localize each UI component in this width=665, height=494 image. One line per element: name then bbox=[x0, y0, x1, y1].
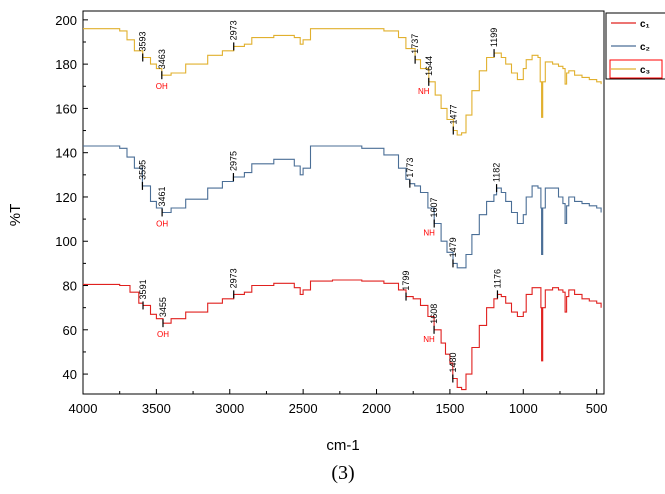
peak-label: 1644 bbox=[424, 56, 434, 76]
peak-label: 1608 bbox=[429, 304, 439, 324]
plot-frame bbox=[82, 10, 605, 395]
y-axis: 40 60 80 100 120 140 160 180 200 bbox=[55, 13, 88, 382]
series-line-1 bbox=[83, 279, 602, 391]
peak-label: 1480 bbox=[448, 352, 458, 372]
series-layer bbox=[83, 28, 602, 391]
peak-annotations: 3591 3455 OH 2973 1799 1608 NH 1480 1176 3595 3461… bbox=[137, 20, 502, 383]
peak-label: 1182 bbox=[492, 163, 502, 182]
peak-label: 3461 bbox=[157, 186, 167, 206]
y-tick-label: 120 bbox=[55, 190, 77, 205]
x-tick-label: 2000 bbox=[362, 401, 391, 416]
legend-highlight-box bbox=[609, 59, 663, 79]
functional-group-label: OH bbox=[157, 330, 169, 339]
series-line-2 bbox=[83, 145, 602, 269]
peak-label: 3463 bbox=[157, 49, 167, 69]
y-tick-label: 80 bbox=[63, 279, 77, 294]
x-tick-label: 1500 bbox=[435, 401, 464, 416]
peak-label: 1607 bbox=[429, 198, 439, 218]
y-tick-label: 60 bbox=[63, 323, 77, 338]
x-axis-title: cm-1 bbox=[326, 437, 359, 454]
x-axis: 4000 3500 3000 2500 2000 1500 1000 500 bbox=[69, 389, 608, 416]
x-tick-label: 2500 bbox=[289, 401, 318, 416]
x-tick-label: 3000 bbox=[215, 401, 244, 416]
x-tick-label: 1000 bbox=[509, 401, 538, 416]
y-tick-label: 180 bbox=[55, 57, 77, 72]
peak-label: 3591 bbox=[138, 279, 148, 299]
legend-label-3: c₃ bbox=[640, 65, 651, 76]
x-tick-label: 4000 bbox=[69, 401, 98, 416]
series-line-3 bbox=[83, 28, 602, 136]
peak-label: 3593 bbox=[138, 31, 148, 51]
functional-group-label: OH bbox=[156, 82, 168, 91]
peak-label: 3455 bbox=[158, 297, 168, 317]
functional-group-label: NH bbox=[418, 87, 430, 96]
legend-label-1: c₁ bbox=[640, 19, 650, 30]
figure-caption: (3) bbox=[331, 462, 354, 484]
x-tick-label: 500 bbox=[586, 401, 608, 416]
legend: c₁ c₂ c₃ bbox=[605, 12, 665, 80]
peak-label: 1477 bbox=[448, 105, 458, 125]
peak-label: 2975 bbox=[228, 151, 238, 171]
peak-label: 2973 bbox=[229, 20, 239, 40]
functional-group-label: OH bbox=[156, 219, 168, 228]
y-tick-label: 200 bbox=[55, 13, 77, 28]
peak-label: 2973 bbox=[229, 268, 239, 288]
peak-label: 1773 bbox=[405, 158, 415, 178]
y-tick-label: 40 bbox=[63, 367, 77, 382]
peak-label: 1799 bbox=[401, 271, 411, 291]
y-tick-label: 160 bbox=[55, 101, 77, 116]
peak-label: 1199 bbox=[489, 28, 499, 47]
peak-label: 1737 bbox=[410, 34, 420, 54]
functional-group-label: NH bbox=[423, 335, 435, 344]
x-tick-label: 3500 bbox=[142, 401, 171, 416]
peak-label: 1176 bbox=[492, 269, 502, 288]
functional-group-label: NH bbox=[423, 229, 435, 238]
peak-label: 3595 bbox=[137, 160, 147, 180]
peak-label: 1479 bbox=[448, 237, 458, 257]
y-tick-label: 140 bbox=[55, 146, 77, 161]
y-tick-label: 100 bbox=[55, 234, 77, 249]
y-axis-title: %T bbox=[7, 204, 24, 227]
legend-label-2: c₂ bbox=[640, 42, 650, 53]
